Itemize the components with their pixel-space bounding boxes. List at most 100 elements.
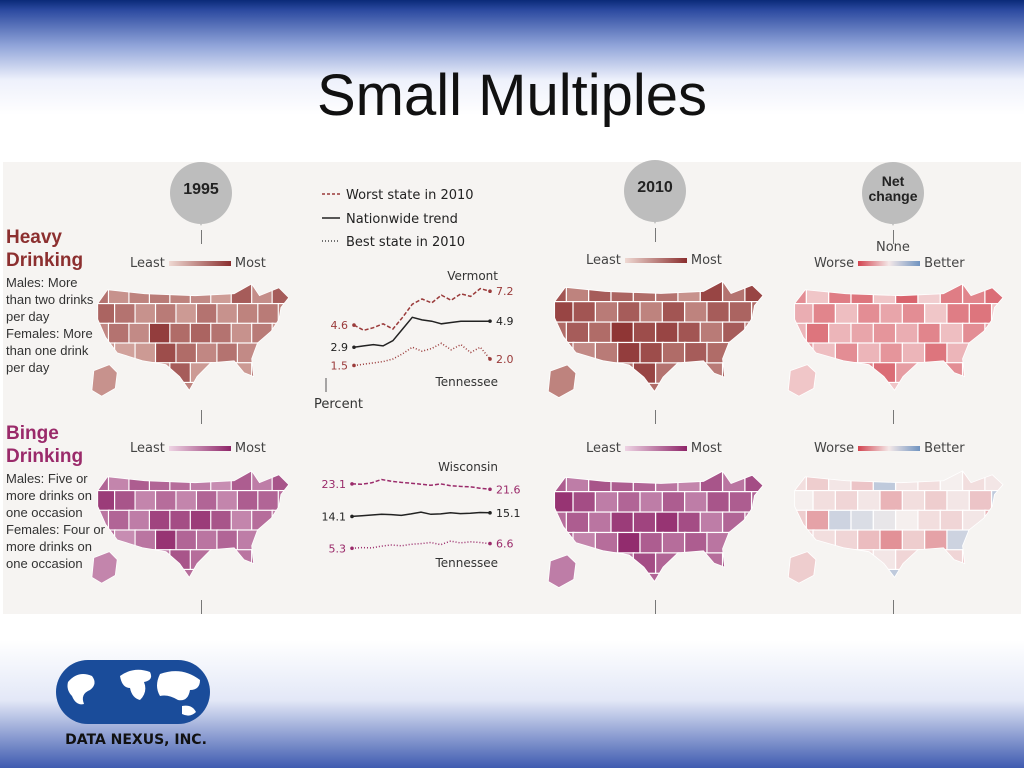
state-region bbox=[968, 568, 994, 578]
state-region bbox=[230, 470, 254, 493]
state-region bbox=[744, 362, 763, 385]
state-region bbox=[271, 322, 289, 345]
series-state-label: Wisconsin bbox=[438, 460, 498, 474]
state-region bbox=[97, 283, 111, 306]
us-outline bbox=[794, 283, 1004, 392]
scale-most-label: Most bbox=[234, 441, 266, 456]
state-region bbox=[175, 489, 198, 512]
state-region bbox=[639, 301, 664, 324]
state-region bbox=[879, 381, 904, 391]
state-region bbox=[134, 342, 158, 365]
state-region bbox=[617, 491, 642, 514]
state-region bbox=[195, 302, 219, 325]
alaska-region bbox=[91, 364, 118, 397]
state-region bbox=[654, 321, 680, 345]
state-region bbox=[617, 531, 642, 555]
map-heavy-1995 bbox=[91, 283, 290, 397]
series-line-dashed bbox=[353, 287, 491, 332]
net-change-pin: Net change bbox=[862, 162, 924, 226]
state-region bbox=[706, 531, 731, 555]
state-region bbox=[828, 509, 853, 532]
state-region bbox=[699, 321, 725, 345]
state-region bbox=[154, 489, 178, 512]
scale-gradient-bar bbox=[168, 261, 231, 266]
state-region bbox=[610, 511, 635, 535]
series-end-point bbox=[488, 487, 492, 492]
state-region bbox=[189, 470, 213, 493]
state-region bbox=[230, 549, 254, 571]
series-start-point bbox=[350, 482, 354, 486]
state-region bbox=[872, 549, 898, 571]
state-region bbox=[97, 509, 111, 532]
state-region bbox=[750, 572, 763, 582]
state-region bbox=[216, 489, 239, 512]
state-region bbox=[134, 568, 158, 578]
state-region bbox=[683, 382, 709, 392]
state-region bbox=[175, 342, 198, 365]
state-region bbox=[879, 302, 904, 325]
logo-europe-africa bbox=[120, 669, 152, 700]
state-region bbox=[699, 471, 725, 494]
state-region bbox=[271, 362, 289, 384]
state-region bbox=[683, 341, 709, 365]
pin-stem-1995 bbox=[201, 230, 202, 244]
state-region bbox=[639, 531, 664, 555]
state-region bbox=[879, 568, 904, 578]
series-end-label: 6.6 bbox=[496, 538, 514, 551]
scale-least-label: Least bbox=[130, 256, 165, 271]
state-region bbox=[251, 509, 274, 532]
state-region bbox=[251, 549, 274, 571]
state-region bbox=[721, 511, 747, 535]
state-region bbox=[230, 362, 254, 384]
logo-asia bbox=[157, 671, 200, 701]
state-region bbox=[744, 281, 763, 304]
stem-binge-2010 bbox=[655, 600, 656, 614]
state-region bbox=[251, 362, 274, 384]
us-map-group bbox=[91, 283, 290, 397]
series-state-label: Tennessee bbox=[434, 556, 498, 570]
state-region bbox=[677, 552, 702, 575]
state-region bbox=[946, 342, 971, 365]
scale-heavy-net: Worse Better bbox=[814, 256, 965, 271]
state-region bbox=[230, 509, 254, 532]
state-region bbox=[834, 489, 860, 512]
slide-title: Small Multiples bbox=[317, 63, 707, 128]
state-region bbox=[257, 302, 280, 325]
state-region bbox=[721, 362, 747, 385]
state-region bbox=[617, 572, 642, 582]
state-region bbox=[923, 529, 949, 552]
scale-better-label: Better bbox=[924, 256, 965, 271]
stem-heavy-net bbox=[893, 410, 894, 424]
series-start-label: 5.3 bbox=[329, 542, 347, 555]
state-region bbox=[588, 321, 613, 345]
state-region bbox=[750, 531, 763, 555]
y-axis-label: Percent bbox=[314, 397, 363, 408]
alaska-region bbox=[547, 554, 577, 589]
state-region bbox=[107, 470, 131, 493]
state-region bbox=[857, 342, 882, 365]
state-region bbox=[594, 341, 620, 365]
series-end-label: 7.2 bbox=[496, 285, 514, 298]
state-region bbox=[946, 381, 971, 391]
scale-worse-label: Worse bbox=[814, 256, 855, 271]
state-region bbox=[857, 302, 882, 325]
us-map-states bbox=[794, 283, 1003, 391]
state-region bbox=[654, 471, 680, 494]
state-region bbox=[271, 283, 289, 306]
binge-drinking-label: Binge Drinking Males: Five or more drink… bbox=[6, 422, 106, 572]
scale-better-label: Better bbox=[924, 441, 965, 456]
state-region bbox=[175, 529, 198, 552]
state-region bbox=[257, 342, 280, 365]
binge-drinking-title: Binge Drinking bbox=[6, 423, 84, 467]
us-map-group bbox=[547, 470, 764, 589]
state-region bbox=[169, 283, 192, 306]
state-region bbox=[236, 302, 260, 325]
us-outline bbox=[794, 470, 1004, 579]
series-end-point bbox=[488, 541, 492, 546]
state-region bbox=[984, 362, 1003, 384]
state-region bbox=[984, 470, 1003, 493]
state-region bbox=[872, 509, 898, 532]
state-region bbox=[923, 568, 949, 578]
state-region bbox=[154, 381, 178, 391]
state-region bbox=[175, 302, 198, 325]
